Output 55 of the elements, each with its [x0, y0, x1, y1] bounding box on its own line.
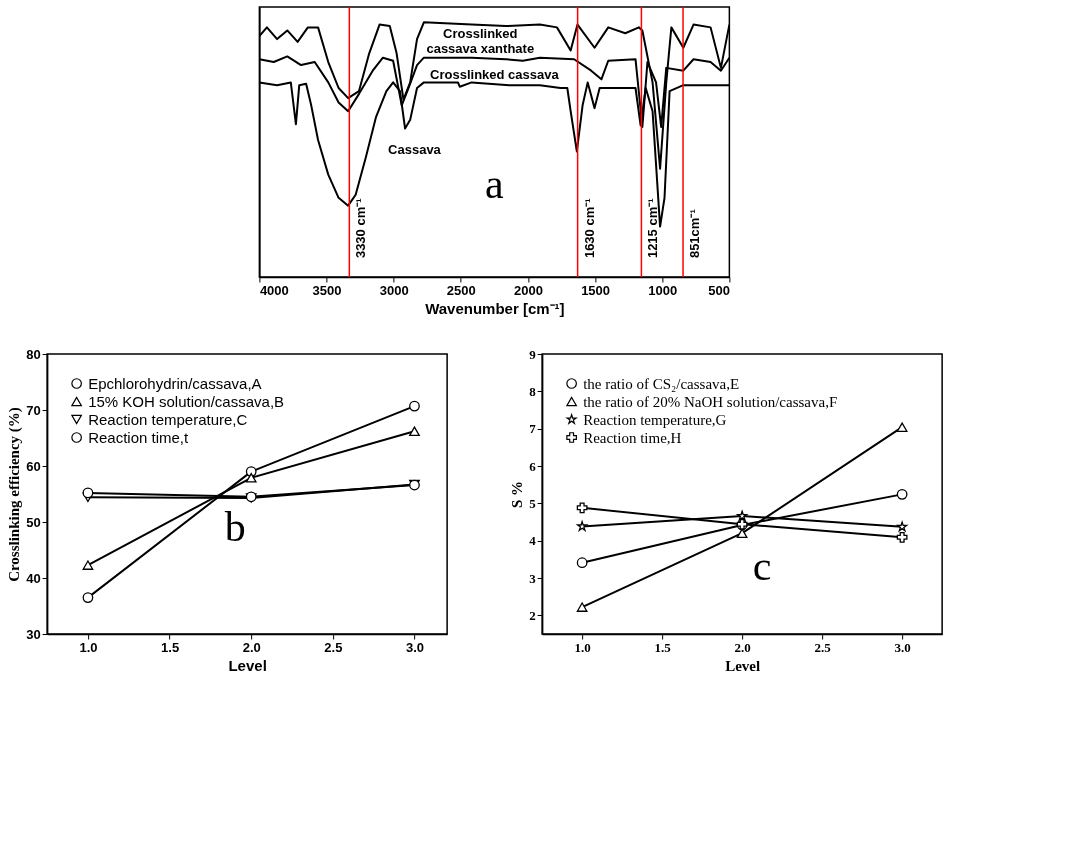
- y-tick-label: 60: [26, 458, 41, 474]
- y-tick-label: 3: [529, 570, 537, 586]
- legend-label: 15% KOH solution/cassava,B: [88, 392, 285, 410]
- x-tick-label: 1.0: [79, 639, 98, 655]
- x-tick-label: 500: [708, 282, 730, 298]
- y-tick-label: 5: [529, 495, 537, 511]
- annotation: a: [485, 161, 505, 208]
- y-tick-label: 9: [529, 346, 537, 362]
- x-axis-title: Wavenumber [cm⁻¹]: [425, 299, 565, 317]
- x-tick-label: 3.0: [405, 639, 425, 655]
- y-tick-label: 7: [529, 421, 537, 437]
- annotation: Crosslinked cassava xanthate: [426, 26, 535, 56]
- ref-line-label: 1215 cm⁻¹: [645, 198, 661, 259]
- legend-label: Reaction time,H: [583, 429, 682, 446]
- ref-line-label: 3330 cm⁻¹: [353, 198, 369, 259]
- y-tick-label: 40: [26, 570, 41, 586]
- legend-label: the ratio of CS₂/cassava,E: [583, 375, 740, 392]
- legend-label: Reaction temperature,G: [583, 411, 727, 428]
- x-tick-label: 1500: [581, 282, 611, 298]
- y-tick-label: 70: [26, 402, 41, 418]
- legend-label: Reaction temperature,C: [88, 410, 248, 428]
- legend-label: Reaction time,t: [88, 428, 189, 446]
- x-tick-label: 1000: [648, 282, 678, 298]
- x-tick-label: 1.5: [654, 639, 672, 655]
- x-tick-label: 3.0: [894, 639, 911, 655]
- x-tick-label: 3000: [379, 282, 409, 298]
- x-axis-title: Level: [228, 656, 267, 674]
- legend-label: Epchlorohydrin/cassava,A: [88, 374, 262, 392]
- y-tick-label: 2: [529, 607, 536, 623]
- y-tick-label: 8: [529, 383, 537, 399]
- x-tick-label: 2.0: [242, 639, 261, 655]
- y-tick-label: 30: [26, 626, 41, 642]
- ref-line-label: 1630 cm⁻¹: [581, 198, 597, 259]
- annotation: c: [752, 542, 772, 589]
- x-tick-label: 2.0: [734, 639, 751, 655]
- x-tick-label: 1.0: [574, 639, 591, 655]
- y-tick-label: 80: [26, 346, 41, 362]
- x-tick-label: 2500: [446, 282, 476, 298]
- x-tick-label: 1.5: [161, 639, 180, 655]
- ref-line-label: 851cm⁻¹: [687, 209, 703, 259]
- x-tick-label: 2000: [513, 282, 543, 298]
- y-axis-title: Crosslinking efficiency (%): [6, 407, 24, 582]
- x-tick-label: 2.5: [324, 639, 343, 655]
- x-tick-label: 3500: [312, 282, 342, 298]
- x-tick-label: 2.5: [814, 639, 832, 655]
- annotation: Cassava: [388, 142, 442, 158]
- annotation: b: [224, 503, 246, 550]
- y-tick-label: 4: [529, 533, 537, 549]
- legend-label: the ratio of 20% NaOH solution/cassava,F: [583, 393, 838, 410]
- x-tick-label: 4000: [259, 282, 289, 298]
- x-axis-title: Level: [725, 657, 761, 674]
- y-tick-label: 6: [529, 458, 537, 474]
- annotation: Crosslinked cassava: [430, 66, 560, 82]
- y-tick-label: 50: [26, 514, 41, 530]
- y-axis-title: S %: [509, 480, 526, 509]
